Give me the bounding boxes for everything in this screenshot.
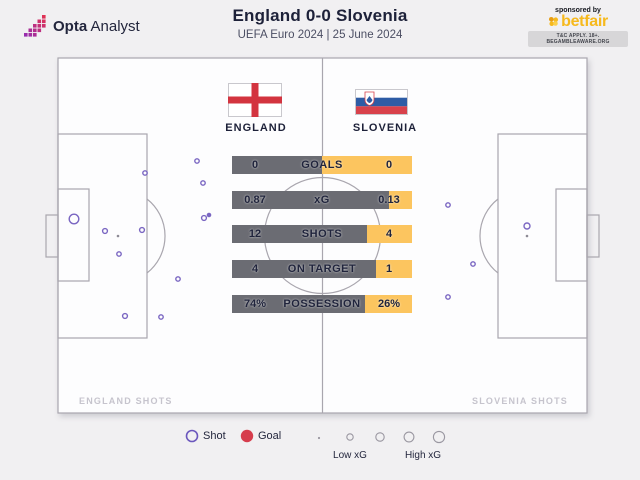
home-value: 12 — [248, 228, 262, 240]
legend-swatches — [185, 429, 446, 444]
stat-row-on-target: 4 ON TARGET 1 — [232, 259, 412, 278]
home-value: 0 — [251, 159, 259, 171]
away-bar-segment — [388, 190, 412, 209]
shot-marker — [445, 202, 451, 208]
low-xg-label: Low xG — [333, 450, 367, 461]
home-bar-segment — [232, 294, 366, 313]
page-title: England 0-0 Slovenia — [232, 6, 408, 25]
legend-goal-icon — [240, 429, 254, 443]
away-bar-segment — [365, 294, 412, 313]
brand-analyst: Analyst — [90, 18, 140, 35]
away-value: 26% — [377, 297, 401, 310]
shot-marker — [116, 251, 122, 257]
betfair-flower-icon — [549, 16, 559, 27]
legend-shot-icon — [185, 429, 199, 443]
brand-opta: Opta — [53, 18, 88, 35]
away-bar-segment — [322, 156, 412, 174]
home-team-name: ENGLAND — [225, 122, 287, 134]
betfair-wordmark: betfair — [561, 13, 608, 30]
shot-marker — [142, 170, 148, 176]
away-value: 0.13 — [378, 193, 400, 206]
shot-marker — [445, 294, 451, 300]
shot-marker — [206, 212, 212, 218]
slovenia-flag — [355, 89, 408, 115]
away-value: 1 — [385, 262, 393, 275]
xg-scale-dot-2 — [346, 433, 354, 441]
shot-marker — [158, 314, 164, 320]
page-subtitle: UEFA Euro 2024 | 25 June 2024 — [237, 29, 403, 41]
xg-scale-dot-3 — [375, 432, 385, 442]
stat-row-goals: 0 GOALS 0 — [232, 156, 412, 174]
xg-scale-dot-1 — [317, 436, 321, 440]
away-bar-segment — [367, 225, 412, 243]
away-bar-segment — [376, 259, 412, 278]
shot-marker — [200, 180, 206, 186]
stat-label: SHOTS — [301, 228, 343, 240]
xg-scale-dot-5 — [432, 430, 446, 444]
stat-row-xg: 0.87 xG 0.13 — [232, 190, 412, 209]
shot-marker — [470, 261, 476, 267]
stat-label: GOALS — [301, 159, 343, 171]
sponsor-block: sponsored by betfair T&C APPLY. 18+. BEG… — [528, 7, 628, 47]
shot-marker — [101, 227, 109, 235]
opta-logo-icon — [24, 15, 46, 37]
shot-marker — [194, 158, 200, 164]
opta-analyst-logo: Opta Analyst — [24, 15, 140, 38]
slovenia-shots-label: SLOVENIA SHOTS — [472, 396, 568, 406]
stat-label: ON TARGET — [287, 262, 357, 275]
shot-marker — [121, 312, 129, 320]
shot-marker — [523, 222, 531, 230]
slovenia-coat-of-arms — [364, 91, 375, 106]
home-value: 74% — [243, 297, 267, 310]
england-flag — [228, 83, 282, 117]
stat-label: xG — [314, 193, 330, 206]
away-team-name: SLOVENIA — [352, 122, 418, 134]
home-value: 4 — [251, 262, 259, 275]
england-shots-label: ENGLAND SHOTS — [79, 396, 173, 406]
home-bar-segment — [232, 259, 376, 278]
home-bar-segment — [232, 156, 322, 174]
stat-label: POSSESSION — [283, 297, 361, 310]
high-xg-label: High xG — [404, 450, 442, 461]
home-bar-segment — [232, 225, 367, 243]
title-block: England 0-0 Slovenia UEFA Euro 2024 | 25… — [0, 6, 640, 41]
sponsored-by-label: sponsored by — [555, 7, 601, 14]
shot-marker — [68, 213, 80, 225]
away-value: 4 — [385, 228, 393, 240]
brand-text: Opta Analyst — [53, 18, 140, 35]
xg-scale-dot-4 — [403, 431, 415, 443]
slovenia-shot-markers — [445, 202, 531, 300]
shot-marker — [200, 214, 208, 222]
away-value: 0 — [385, 159, 393, 171]
stat-row-shots: 12 SHOTS 4 — [232, 225, 412, 243]
shot-marker — [138, 226, 146, 234]
home-bar-segment — [232, 190, 389, 209]
betfair-logo: betfair — [528, 13, 628, 30]
stat-row-possession: 74% POSSESSION 26% — [232, 294, 412, 313]
legend-goal-label: Goal — [258, 430, 282, 442]
home-value: 0.87 — [244, 193, 266, 206]
england-shot-markers — [68, 158, 212, 320]
shot-marker — [175, 276, 181, 282]
sponsor-terms: T&C APPLY. 18+. BEGAMBLEAWARE.ORG — [528, 31, 628, 47]
legend-shot-label: Shot — [203, 430, 226, 442]
